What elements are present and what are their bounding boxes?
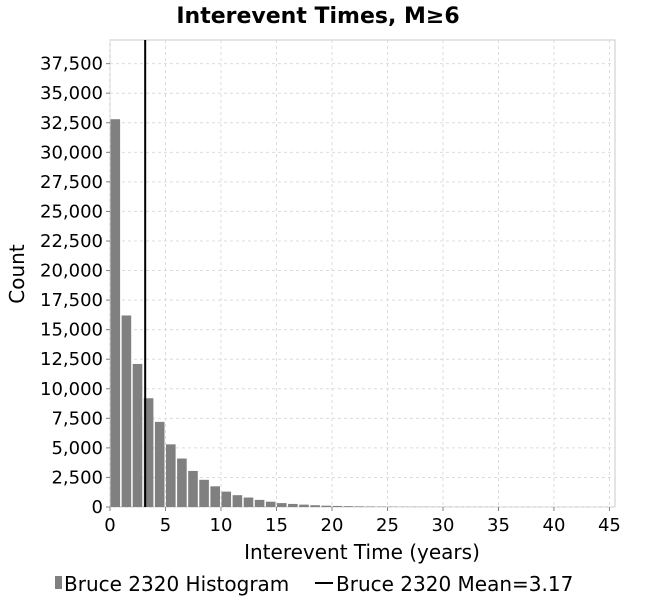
x-tick-label: 20 <box>321 515 344 536</box>
y-axis-label: Count <box>5 244 29 304</box>
grid-lines <box>109 40 615 508</box>
histogram-bar <box>221 491 232 507</box>
y-tick-label: 22,500 <box>40 231 103 252</box>
histogram-bar <box>332 505 343 507</box>
y-tick-label: 27,500 <box>40 172 103 193</box>
histogram-bar <box>143 398 154 507</box>
histogram-bar <box>310 505 320 507</box>
histogram-bar <box>276 503 287 507</box>
histogram-bar <box>365 506 376 507</box>
x-tick-label: 45 <box>598 515 621 536</box>
y-axis-ticks: 0 2,500 5,000 7,500 10,000 12,500 15,000 17,500… <box>40 54 110 518</box>
x-tick-label: 40 <box>543 515 566 536</box>
histogram-bar <box>165 444 176 507</box>
y-tick-label: 30,000 <box>40 142 103 163</box>
histogram-bars <box>110 119 609 508</box>
x-tick-label: 25 <box>376 515 399 536</box>
x-tick-label: 10 <box>210 515 233 536</box>
x-axis-label: Interevent Time (years) <box>244 540 480 564</box>
x-tick-label: 15 <box>265 515 288 536</box>
y-tick-label: 2,500 <box>51 467 103 488</box>
plot-area <box>109 39 616 508</box>
histogram-bar <box>154 421 165 507</box>
histogram-bar <box>243 497 254 507</box>
histogram-bar <box>288 503 298 507</box>
y-tick-label: 12,500 <box>40 349 103 370</box>
y-tick-label: 5,000 <box>51 438 103 459</box>
y-tick-label: 15,000 <box>40 320 103 341</box>
x-tick-label: 5 <box>160 515 171 536</box>
legend: Bruce 2320 Histogram Bruce 2320 Mean=3.1… <box>55 572 573 596</box>
y-tick-label: 20,000 <box>40 261 103 282</box>
chart-title: Interevent Times, M≥6 <box>176 4 459 29</box>
histogram-bar <box>188 470 198 507</box>
y-tick-label: 37,500 <box>40 54 103 75</box>
histogram-bar <box>199 479 209 507</box>
histogram-bar <box>354 506 365 507</box>
y-tick-label: 7,500 <box>51 408 103 429</box>
x-tick-label: 35 <box>487 515 510 536</box>
y-tick-label: 35,000 <box>40 83 103 104</box>
y-tick-label: 10,000 <box>40 379 103 400</box>
y-tick-label: 32,500 <box>40 113 103 134</box>
histogram-bar <box>110 119 121 508</box>
x-axis-ticks: 0 5 10 15 20 25 30 35 40 45 <box>104 507 621 536</box>
y-tick-label: 17,500 <box>40 290 103 311</box>
y-tick-label: 25,000 <box>40 201 103 222</box>
x-tick-label: 30 <box>432 515 455 536</box>
histogram-bar <box>177 458 187 507</box>
legend-histogram-swatch <box>55 576 62 589</box>
histogram-bar <box>232 495 243 507</box>
histogram-bar <box>299 504 309 507</box>
histogram-bar <box>254 499 265 507</box>
legend-histogram-label: Bruce 2320 Histogram <box>64 572 289 596</box>
histogram-bar <box>265 501 276 507</box>
y-tick-label: 0 <box>92 497 103 518</box>
x-tick-label: 0 <box>104 515 115 536</box>
legend-mean-label: Bruce 2320 Mean=3.17 <box>336 572 573 596</box>
histogram-bar <box>343 506 354 507</box>
histogram-bar <box>132 363 143 507</box>
histogram-bar <box>321 505 331 507</box>
histogram-bar <box>210 486 220 507</box>
histogram-bar <box>121 315 132 507</box>
